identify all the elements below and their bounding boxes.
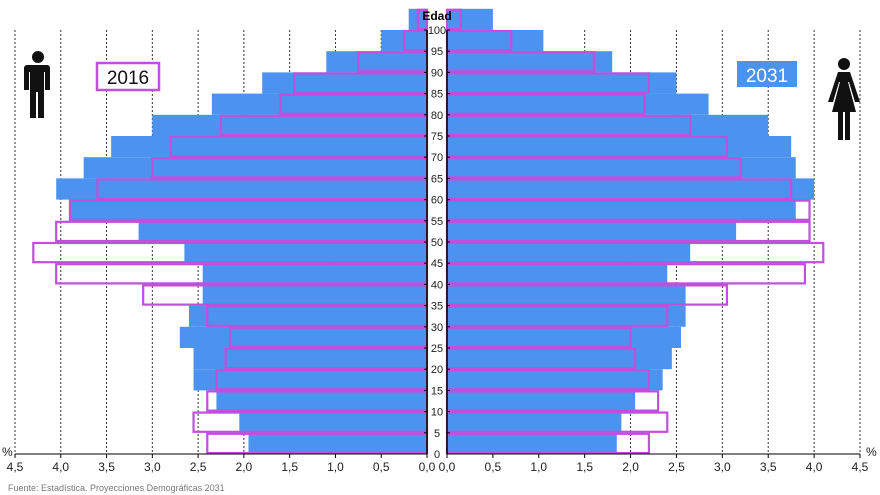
bar-2031-women: [447, 305, 686, 327]
age-tick-label: 65: [431, 173, 443, 185]
bar-2031-women: [447, 326, 682, 348]
bar-2031-men: [138, 220, 427, 242]
age-tick-labels: 0 5 10 15 20 25 30 35 40 45 50 55 60 65 70 75 80 85 90 95 10…: [424, 25, 450, 461]
chart-title: Edad: [422, 9, 451, 23]
bar-2031-men: [262, 72, 427, 94]
bar-2031-women: [447, 220, 737, 242]
source-note: Fuente: Estadística. Proyecciones Demogr…: [8, 483, 225, 493]
age-tick-label: 50: [431, 237, 443, 249]
x-tick-label-right: 4,5: [852, 460, 869, 474]
age-tick-label: 45: [431, 258, 443, 270]
bar-2031-women: [447, 157, 796, 179]
x-tick-label-right: 4,0: [806, 460, 823, 474]
legend-2031-label: 2031: [746, 66, 788, 87]
x-tick-label-right: 2,5: [668, 460, 685, 474]
bar-2031-women: [447, 390, 636, 412]
age-tick-label: 85: [431, 89, 443, 101]
bar-2031-women: [447, 242, 691, 264]
age-tick-label: 35: [431, 301, 443, 313]
bar-2031-men: [202, 263, 427, 285]
x-tick-label-right: 0,5: [485, 460, 502, 474]
x-tick-label-left: 3,0: [144, 460, 161, 474]
x-tick-label-right: 0,0: [439, 460, 456, 474]
bar-2016-men: [416, 8, 429, 31]
bar-2031-women: [447, 8, 493, 31]
bar-2031-men: [216, 390, 427, 412]
x-tick-label-right: 2,0: [622, 460, 639, 474]
age-tick-label: 30: [431, 322, 443, 334]
legend-2016-box: [95, 61, 161, 92]
x-tick-label-left: 1,0: [327, 460, 344, 474]
x-tick-label-right: 3,0: [714, 460, 731, 474]
unit-label-right: %: [866, 445, 877, 459]
x-tick-label-left: 4,5: [7, 460, 24, 474]
x-tick-label-left: 1,5: [281, 460, 298, 474]
age-tick-label: 60: [431, 195, 443, 207]
bar-2031-men: [184, 242, 427, 264]
bar-2031-men: [69, 199, 427, 221]
age-tick-label: 15: [431, 385, 443, 397]
legend-2016: 2016: [95, 61, 161, 92]
unit-label-left: %: [2, 445, 13, 459]
age-tick-label: 100: [428, 25, 446, 37]
x-tick-label-left: 0,0: [419, 460, 436, 474]
bar-2031-men: [326, 51, 427, 73]
age-tick-label: 55: [431, 216, 443, 228]
man-icon: [24, 51, 50, 118]
age-tick-label: 70: [431, 152, 443, 164]
bar-2031-women: [447, 136, 792, 158]
x-tick-label-left: 2,0: [236, 460, 253, 474]
x-tick-label-left: 4,0: [52, 460, 69, 474]
age-tick-label: 5: [434, 428, 440, 440]
age-tick-label: 75: [431, 131, 443, 143]
age-tick-label: 95: [431, 46, 443, 58]
bar-2031-women: [447, 178, 815, 200]
x-tick-labels: 4,5 4,0 3,5 3,0 2,5 2,0 1,5 1,0 0,5 0,0 0,0 0,5 1,0 1…: [7, 454, 869, 474]
bar-2031-women: [447, 284, 686, 306]
bar-2031-women: [447, 114, 769, 136]
bar-2031-men: [188, 305, 427, 327]
bar-2031-women: [447, 432, 617, 454]
bar-2031-men: [179, 326, 427, 348]
bar-2031-men: [111, 136, 427, 158]
legend-2031-box: [737, 61, 797, 87]
bar-2031-women: [447, 93, 709, 115]
bar-2016-women: [445, 8, 462, 31]
bar-2031-women: [447, 348, 672, 370]
bar-2031-women: [447, 51, 613, 73]
bar-2031-men: [193, 369, 427, 391]
age-tick-label: 40: [431, 279, 443, 291]
age-tick-label: 20: [431, 364, 443, 376]
bar-2031-women: [447, 30, 544, 52]
legend-2016-label: 2016: [107, 68, 149, 89]
bar-2031-men: [239, 411, 427, 433]
age-tick-label: 25: [431, 343, 443, 355]
bar-2031-women: [447, 263, 668, 285]
x-tick-label-right: 1,0: [530, 460, 547, 474]
x-tick-label-left: 2,5: [190, 460, 207, 474]
bar-2031-men: [152, 114, 428, 136]
age-tick-label: 90: [431, 67, 443, 79]
x-tick-label-right: 3,5: [760, 460, 777, 474]
x-tick-label-right: 1,5: [576, 460, 593, 474]
bar-2031-women: [447, 369, 663, 391]
woman-icon: [828, 58, 860, 140]
bar-2031-men: [248, 432, 427, 454]
bar-2031-men: [56, 178, 427, 200]
age-tick-label: 80: [431, 110, 443, 122]
bar-2031-women: [447, 72, 677, 94]
x-tick-label-left: 0,5: [373, 460, 390, 474]
bar-2031-men: [202, 284, 427, 306]
age-tick-label: 0: [434, 449, 440, 461]
x-tick-label-left: 3,5: [98, 460, 115, 474]
bar-2031-women: [447, 199, 796, 221]
bar-2031-men: [193, 348, 427, 370]
bar-2031-women: [447, 411, 622, 433]
bar-2031-men: [83, 157, 428, 179]
legend-2031: 2031: [737, 61, 797, 87]
age-tick-label: 10: [431, 407, 443, 419]
bars-2031: [56, 8, 815, 454]
bar-2031-men: [211, 93, 427, 115]
